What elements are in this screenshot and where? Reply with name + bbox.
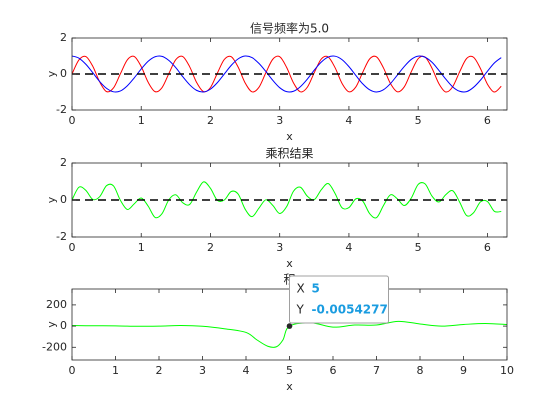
x-tick-label: 5: [415, 114, 422, 127]
plot-content: [72, 181, 507, 219]
x-tick-label: 4: [345, 114, 352, 127]
y-axis-label: y: [45, 196, 58, 203]
y-tick-label: 2: [60, 156, 67, 169]
y-tick-label: 0: [60, 67, 67, 80]
x-tick-label: 8: [417, 364, 424, 377]
y-tick-label: -2: [56, 230, 67, 243]
x-axis-label: x: [286, 130, 293, 143]
chart-title: 信号频率为5.0: [250, 21, 329, 36]
plot-content: [72, 55, 507, 93]
x-tick-label: 2: [207, 114, 214, 127]
x-tick-label: 6: [484, 241, 491, 254]
y-tick-label: -200: [42, 340, 67, 353]
series-line: [72, 55, 502, 93]
x-tick-label: 1: [112, 364, 119, 377]
x-tick-label: 0: [69, 364, 76, 377]
x-tick-label: 4: [345, 241, 352, 254]
x-tick-label: 1: [138, 241, 145, 254]
x-tick-label: 6: [484, 114, 491, 127]
x-tick-label: 0: [69, 241, 76, 254]
plot-content: [72, 320, 507, 348]
x-tick-label: 0: [69, 114, 76, 127]
x-tick-label: 3: [276, 241, 283, 254]
y-tick-label: 200: [46, 298, 67, 311]
y-axis-label: y: [45, 321, 58, 328]
y-tick-label: 0: [60, 193, 67, 206]
datatip-x-label: X: [297, 282, 305, 296]
datatip-box: [289, 275, 389, 324]
y-axis-label: y: [45, 70, 58, 77]
series-line: [72, 55, 502, 93]
x-tick-label: 5: [415, 241, 422, 254]
x-tick-label: 3: [276, 114, 283, 127]
x-axis-label: x: [286, 380, 293, 393]
y-tick-label: -2: [56, 103, 67, 116]
x-tick-label: 4: [243, 364, 250, 377]
x-tick-label: 5: [286, 364, 293, 377]
x-tick-label: 3: [199, 364, 206, 377]
datatip-x-value: 5: [312, 282, 320, 296]
x-tick-label: 7: [373, 364, 380, 377]
datatip-marker: [286, 323, 293, 329]
chart-title: 乘积结果: [265, 147, 313, 161]
x-tick-label: 6: [330, 364, 337, 377]
y-tick-label: 2: [60, 31, 67, 44]
x-tick-label: 10: [500, 364, 514, 377]
x-tick-label: 2: [156, 364, 163, 377]
x-tick-label: 9: [460, 364, 467, 377]
x-tick-label: 2: [207, 241, 214, 254]
x-axis-label: x: [286, 257, 293, 270]
datatip-y-label: Y: [296, 303, 305, 317]
datatip-y-value: -0.0054277: [312, 303, 388, 317]
series-line: [72, 320, 507, 348]
x-tick-label: 1: [138, 114, 145, 127]
y-tick-label: 0: [60, 319, 67, 332]
